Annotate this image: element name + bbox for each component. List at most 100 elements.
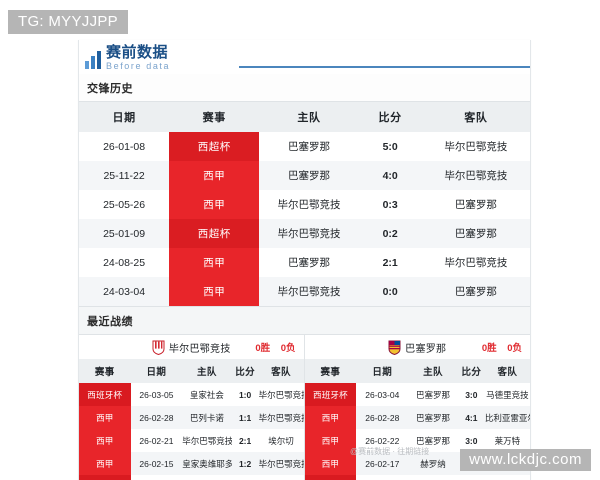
table-row[interactable]: 西甲 26-02-22 巴塞罗那 3:0 莱万特 [304,429,530,452]
h2h-cell-comp[interactable]: 西甲 [169,277,260,306]
prematch-data-card: 赛前数据 Before data 交锋历史 日期 赛事 主队 比分 客队 26-… [78,40,531,480]
h2h-cell-comp[interactable]: 西超杯 [169,219,260,248]
recent-cell-away: 比利亚雷亚尔 [484,412,530,423]
table-row[interactable]: 24-03-04 西甲 毕尔巴鄂竞技 0:0 巴塞罗那 [79,277,530,306]
competition-badge: 西甲 [169,277,260,306]
h2h-cell-away: 巴塞罗那 [454,286,497,298]
recent-cell-comp[interactable]: 西甲 [79,452,131,475]
competition-badge: 西班牙杯 [304,475,357,480]
h2h-cell-comp[interactable]: 西甲 [169,190,260,219]
competition-badge: 西甲 [79,406,131,429]
recent-cell-score: 2:1 [238,435,252,446]
site-watermark: www.lckdjc.com [460,449,591,471]
recent-left-col-score: 比分 [231,359,259,383]
h2h-cell-away: 巴塞罗那 [454,199,497,211]
recent-cell-comp[interactable]: 西班牙杯 [79,383,131,406]
recent-cell-score: 1:0 [238,389,252,400]
h2h-cell-comp[interactable]: 西甲 [169,248,260,277]
h2h-col-home: 主队 [259,102,359,132]
recent-cell-away: 毕尔巴鄂竞技 [258,389,304,400]
recent-left-header-row: 赛事 日期 主队 比分 客队 [79,359,304,383]
table-row[interactable]: 西班牙杯 26-03-05 皇家社会 1:0 毕尔巴鄂竞技 [79,383,304,406]
competition-badge: 西超杯 [169,132,260,161]
brand-name-en: Before data [106,61,171,71]
table-row[interactable]: 西甲 26-02-15 皇家奥维耶多 1:2 毕尔巴鄂竞技 [79,452,304,475]
recent-cell-home: 皇家奥维耶多 [182,458,232,469]
wins-right: 0胜 [481,343,497,354]
recent-cell-date: 26-02-22 [365,435,400,446]
recent-cell-comp[interactable]: 西班牙杯 [79,475,131,480]
recent-left-col-away: 客队 [258,359,304,383]
record-right: 0胜 0负 [482,340,522,354]
bar-chart-icon [85,51,101,69]
recent-right-header-row: 赛事 日期 主队 比分 客队 [304,359,530,383]
table-row[interactable]: 24-08-25 西甲 巴塞罗那 2:1 毕尔巴鄂竞技 [79,248,530,277]
recent-right-col-date: 日期 [356,359,409,383]
table-row[interactable]: 西甲 26-02-21 毕尔巴鄂竞技 2:1 埃尔切 [79,429,304,452]
recent-cell-comp[interactable]: 西甲 [79,429,131,452]
recent-cell-away: 毕尔巴鄂竞技 [258,412,304,423]
h2h-cell-date: 26-01-08 [103,140,146,153]
section-title-h2h: 交锋历史 [79,74,530,102]
recent-cell-score: 1:2 [238,458,252,469]
recent-cell-date: 26-02-28 [365,412,400,423]
h2h-cell-comp[interactable]: 西甲 [169,161,260,190]
h2h-cell-score: 0:3 [382,198,398,211]
h2h-cell-home: 巴塞罗那 [287,141,330,153]
recent-cell-date: 26-03-05 [139,389,174,400]
barcelona-crest-icon [388,340,401,355]
h2h-cell-score: 2:1 [382,256,398,269]
table-row[interactable]: 25-01-09 西超杯 毕尔巴鄂竞技 0:2 巴塞罗那 [79,219,530,248]
recent-cell-away: 皇家社会 [259,475,304,480]
recent-cell-score: 3:0 [465,389,478,400]
recent-cell-home: 皇家社会 [189,389,224,400]
table-row[interactable]: 26-01-08 西超杯 巴塞罗那 5:0 毕尔巴鄂竞技 [79,132,530,161]
team-name-left: 毕尔巴鄂竞技 [168,344,231,355]
recent-cell-home: 巴塞罗那 [416,435,451,446]
recent-cell-home: 巴列卡诺 [189,412,224,423]
recent-cell-date: 26-02-28 [139,412,174,423]
team-name-right: 巴塞罗那 [405,344,447,355]
recent-cell-date: 26-02-21 [139,435,174,446]
h2h-col-date: 日期 [79,102,170,132]
recent-left-col-comp: 赛事 [79,359,131,383]
recent-cell-comp[interactable]: 西班牙杯 [304,475,357,480]
recent-cell-date: 26-03-04 [365,389,400,400]
recent-cell-home: 赫罗纳 [420,458,446,469]
h2h-cell-home: 毕尔巴鄂竞技 [277,199,341,211]
recent-cell-home: 毕尔巴鄂竞技 [182,435,232,446]
recent-cell-home: 巴塞罗那 [416,389,451,400]
h2h-cell-comp[interactable]: 西超杯 [169,132,260,161]
recent-cell-comp[interactable]: 西甲 [304,452,357,475]
table-row[interactable]: 25-11-22 西甲 巴塞罗那 4:0 毕尔巴鄂竞技 [79,161,530,190]
competition-badge: 西甲 [304,429,357,452]
recent-cell-away: 毕尔巴鄂竞技 [258,458,304,469]
h2h-cell-home: 毕尔巴鄂竞技 [277,286,341,298]
telegram-tag-badge: TG: MYYJJPP [8,10,128,34]
h2h-table: 日期 赛事 主队 比分 客队 26-01-08 西超杯 巴塞罗那 5:0 毕尔巴鄂竞技 2… [79,102,530,306]
recent-cell-away: 巴塞罗那 [485,475,530,480]
table-row[interactable]: 西甲 26-02-28 巴塞罗那 4:1 比利亚雷亚尔 [304,406,530,429]
table-row[interactable]: 25-05-26 西甲 毕尔巴鄂竞技 0:3 巴塞罗那 [79,190,530,219]
table-row[interactable]: 西班牙杯 26-03-04 巴塞罗那 3:0 马德里竞技 [304,383,530,406]
recent-cell-home: 毕尔巴鄂竞技 [182,475,231,480]
h2h-cell-date: 24-08-25 [103,256,146,269]
team-header-right: 巴塞罗那 0胜 0负 [304,335,530,359]
recent-cell-score: 0:1 [232,475,259,480]
competition-badge: 西甲 [79,452,131,475]
recent-cell-comp[interactable]: 西甲 [304,429,357,452]
brand-header: 赛前数据 Before data [79,40,530,74]
h2h-col-comp: 赛事 [169,102,260,132]
table-row[interactable]: 西甲 26-02-28 巴列卡诺 1:1 毕尔巴鄂竞技 [79,406,304,429]
recent-cell-comp[interactable]: 西甲 [79,406,131,429]
recent-cell-comp[interactable]: 西班牙杯 [304,383,357,406]
recent-table-right: 赛事 日期 主队 比分 客队 西班牙杯 26-03-04 巴塞罗那 3:0 马德里竞技西… [304,359,530,480]
recent-cell-comp[interactable]: 西甲 [304,406,357,429]
competition-badge: 西甲 [169,248,260,277]
h2h-cell-away: 巴塞罗那 [454,228,497,240]
recent-cell-score: 4:0 [458,475,485,480]
h2h-cell-date: 25-01-09 [103,227,146,240]
recent-left-col-home: 主队 [182,359,232,383]
